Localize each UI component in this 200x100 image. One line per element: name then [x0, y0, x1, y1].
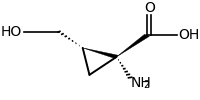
Polygon shape	[83, 48, 118, 58]
Polygon shape	[117, 34, 149, 57]
Text: HO: HO	[1, 25, 22, 39]
Text: NH: NH	[131, 76, 151, 90]
Text: 2: 2	[143, 80, 150, 90]
Text: O: O	[144, 1, 155, 15]
Text: OH: OH	[178, 28, 200, 42]
